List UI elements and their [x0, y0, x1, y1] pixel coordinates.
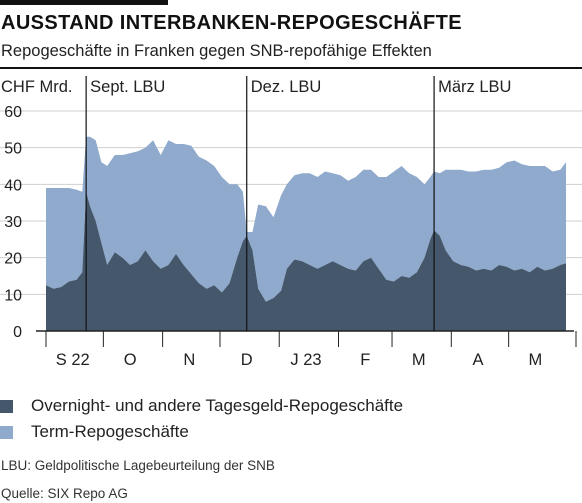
title-accent-bar	[0, 0, 168, 5]
x-tick-label: F	[360, 351, 370, 369]
y-tick-label: 30	[4, 214, 22, 231]
lbu-marker-label: März LBU	[438, 78, 511, 96]
stacked-area-chart: 0 10 20 30 40 50 60 CHF Mrd. S 22 O N D J 23 F M A M Sept…	[0, 76, 582, 369]
lbu-marker-label: Dez. LBU	[251, 78, 322, 96]
header-rule	[0, 67, 582, 69]
x-tick-label: S 22	[56, 351, 90, 369]
x-tick-label: D	[241, 351, 253, 369]
series-area-overnight	[46, 191, 566, 331]
x-tick-label: M	[529, 351, 543, 369]
x-tick-label: O	[124, 351, 137, 369]
y-tick-label: 0	[13, 324, 22, 341]
x-tick-label: M	[412, 351, 426, 369]
legend-label-term: Term-Repogeschäfte	[31, 422, 189, 441]
legend-item-overnight: Overnight- und andere Tagesgeld-Repogesc…	[0, 393, 582, 419]
y-tick-label: 60	[4, 104, 22, 121]
y-tick-label: 10	[4, 287, 22, 304]
y-tick-label: 40	[4, 177, 22, 194]
chart-subtitle: Repogeschäfte in Franken gegen SNB-repof…	[1, 42, 432, 60]
y-tick-label: 20	[4, 251, 22, 268]
y-tick-label: 50	[4, 141, 22, 158]
legend-swatch-overnight	[0, 399, 13, 413]
footnote: LBU: Geldpolitische Lagebeurteilung der …	[1, 458, 275, 473]
lbu-marker-label: Sept. LBU	[90, 78, 165, 96]
chart-title: AUSSTAND INTERBANKEN-REPOGESCHÄFTE	[1, 12, 463, 34]
chart-legend: Overnight- und andere Tagesgeld-Repogesc…	[0, 393, 582, 445]
legend-label-overnight: Overnight- und andere Tagesgeld-Repogesc…	[31, 396, 404, 415]
source-note: Quelle: SIX Repo AG	[1, 486, 128, 501]
legend-swatch-term	[0, 425, 13, 439]
y-axis-label: CHF Mrd.	[1, 78, 73, 96]
x-tick-label: N	[183, 351, 195, 369]
x-tick-label: J 23	[290, 351, 321, 369]
x-tick-label: A	[473, 351, 484, 369]
series-area-term	[46, 136, 566, 302]
legend-item-term: Term-Repogeschäfte	[0, 419, 582, 445]
